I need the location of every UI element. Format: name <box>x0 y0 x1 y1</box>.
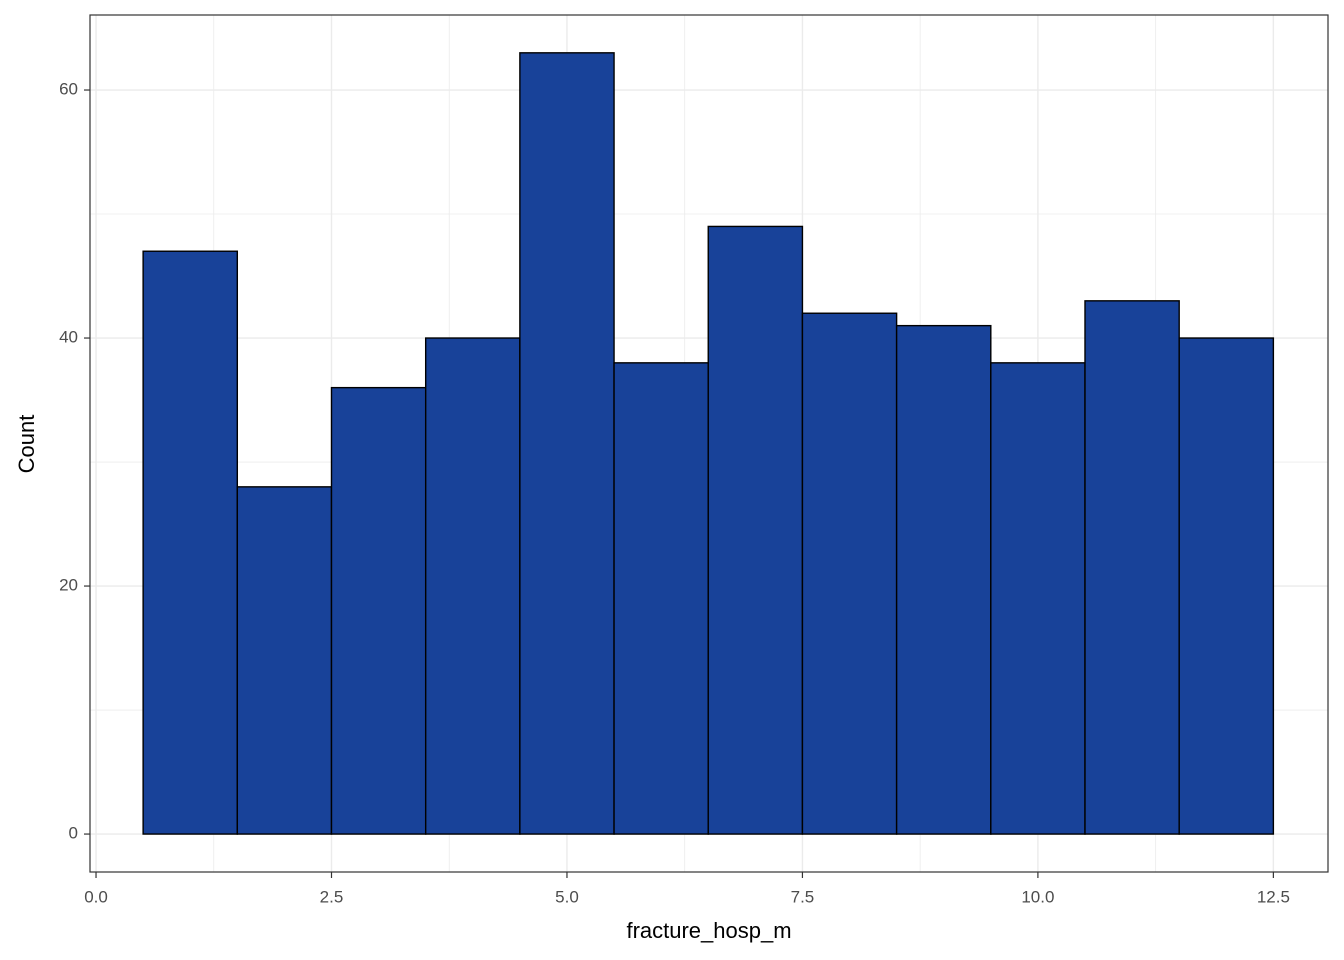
x-tick-label: 5.0 <box>555 887 579 906</box>
bar <box>801 312 898 835</box>
y-tick-label: 60 <box>59 80 78 99</box>
bar <box>330 386 427 835</box>
bar <box>519 52 615 835</box>
x-tick-label: 2.5 <box>320 887 344 906</box>
x-tick-label: 12.5 <box>1257 887 1290 906</box>
bar <box>1084 300 1180 835</box>
bar <box>707 225 804 835</box>
y-axis-title: Count <box>14 415 39 474</box>
x-tick-label: 7.5 <box>791 887 815 906</box>
bar <box>613 362 709 835</box>
panel-border <box>89 14 1329 873</box>
bar <box>424 337 521 835</box>
bar <box>142 250 239 835</box>
x-axis-title: fracture_hosp_m <box>626 918 791 943</box>
bar <box>1178 337 1275 835</box>
bar <box>895 324 992 835</box>
x-tick-label: 10.0 <box>1021 887 1054 906</box>
y-tick-label: 20 <box>59 576 78 595</box>
x-tick-label: 0.0 <box>84 887 108 906</box>
bar <box>990 362 1086 835</box>
y-tick-label: 40 <box>59 328 78 347</box>
plot-layer <box>90 15 1328 872</box>
y-tick-label: 0 <box>69 824 78 843</box>
bar <box>236 486 333 835</box>
